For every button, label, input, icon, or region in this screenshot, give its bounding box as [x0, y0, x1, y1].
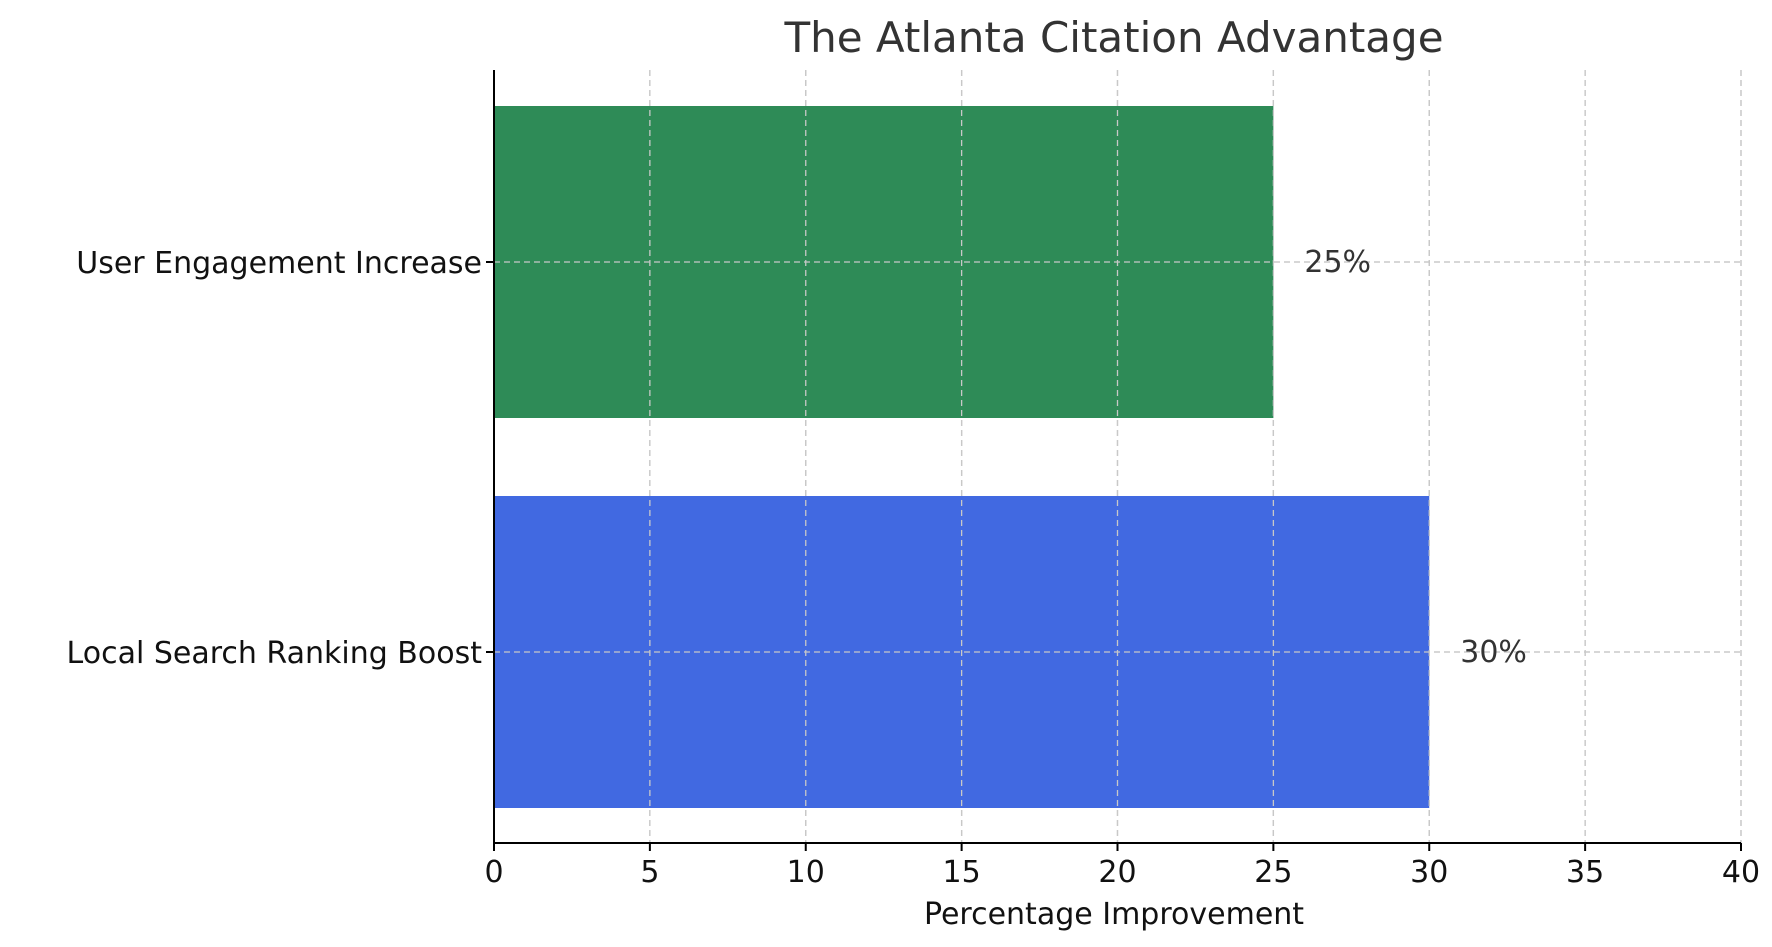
chart-title: The Atlanta Citation Advantage — [783, 13, 1443, 62]
category-label: Local Search Ranking Boost — [67, 636, 483, 671]
category-label: User Engagement Increase — [76, 246, 482, 281]
value-label: 25% — [1304, 245, 1371, 280]
x-tick-label: 5 — [640, 855, 659, 890]
x-tick-label: 40 — [1722, 855, 1760, 890]
bar — [494, 106, 1274, 418]
x-tick-label: 30 — [1410, 855, 1448, 890]
x-tick-label: 15 — [943, 855, 981, 890]
bars — [493, 70, 1742, 843]
x-axis-label: Percentage Improvement — [924, 897, 1304, 932]
x-tick-label: 0 — [484, 855, 503, 890]
x-tick-label: 35 — [1566, 855, 1604, 890]
x-tick-label: 10 — [787, 855, 825, 890]
value-label: 30% — [1460, 635, 1527, 670]
x-tick-label: 25 — [1254, 855, 1292, 890]
x-tick-label: 20 — [1098, 855, 1136, 890]
axes — [486, 70, 1742, 851]
labels: 0 5 10 15 20 25 30 35 40 Local Search Ranking Boo… — [67, 245, 1761, 890]
